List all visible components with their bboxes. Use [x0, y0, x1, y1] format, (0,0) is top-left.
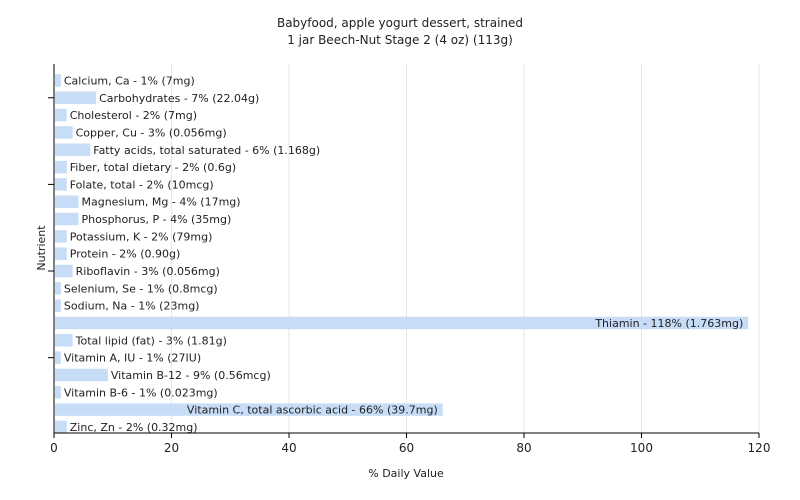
bar: [55, 143, 91, 156]
bar: [55, 334, 73, 347]
bar-label: Copper, Cu - 3% (0.056mg): [76, 126, 227, 139]
bar-label: Phosphorus, P - 4% (35mg): [82, 213, 232, 226]
bar-label: Vitamin C, total ascorbic acid - 66% (39…: [187, 404, 438, 417]
bar: [55, 74, 61, 87]
x-axis-label: % Daily Value: [368, 467, 444, 480]
bar: [55, 420, 67, 434]
bar-label: Potassium, K - 2% (79mg): [70, 230, 213, 243]
bar-label: Total lipid (fat) - 3% (1.81g): [75, 334, 227, 347]
bars: Calcium, Ca - 1% (7mg) Carbohydrates - 7%…: [55, 74, 749, 434]
bar: [55, 230, 67, 243]
bar: [55, 91, 97, 105]
bar: [55, 403, 443, 416]
bar-label: Sodium, Na - 1% (23mg): [64, 300, 200, 313]
bar-label: Vitamin B-6 - 1% (0.023mg): [64, 386, 218, 399]
y-axis-label: Nutrient: [35, 225, 48, 271]
x-tick-label: 100: [630, 441, 653, 455]
chart-subtitle: 1 jar Beech-Nut Stage 2 (4 oz) (113g): [287, 33, 513, 47]
bar-label: Selenium, Se - 1% (0.8mcg): [64, 282, 218, 295]
bar-label: Fatty acids, total saturated - 6% (1.168…: [93, 144, 320, 157]
x-tick-label: 120: [748, 441, 771, 455]
bar-label: Carbohydrates - 7% (22.04g): [99, 92, 259, 105]
bar: [55, 264, 73, 278]
bar-label: Vitamin B-12 - 9% (0.56mcg): [111, 369, 271, 382]
bar: [55, 368, 108, 382]
bar-label: Cholesterol - 2% (7mg): [70, 109, 197, 122]
bar-label: Thiamin - 118% (1.763mg): [594, 317, 743, 330]
bar: [55, 212, 79, 226]
bar: [55, 282, 61, 295]
bar: [55, 108, 67, 122]
bar: [55, 160, 67, 174]
x-tick-label: 20: [164, 441, 179, 455]
bar: [55, 178, 67, 191]
bar-label: Calcium, Ca - 1% (7mg): [64, 74, 195, 87]
bar-label: Riboflavin - 3% (0.056mg): [76, 265, 220, 278]
x-tick-label: 40: [281, 441, 296, 455]
bar: [55, 299, 61, 312]
bar: [55, 351, 61, 364]
bar: [55, 126, 73, 139]
bar: [55, 316, 749, 330]
bar-label: Folate, total - 2% (10mcg): [70, 178, 214, 191]
gridlines: [171, 64, 760, 433]
bar: [55, 247, 67, 260]
axes: 0 20 40 60 80 100 120: [48, 64, 770, 455]
bar-label: Protein - 2% (0.90g): [70, 248, 181, 261]
bar-label: Magnesium, Mg - 4% (17mg): [82, 196, 241, 209]
bar: [55, 195, 79, 208]
x-tick-label: 80: [516, 441, 531, 455]
x-tick-label: 60: [399, 441, 414, 455]
bar-label: Vitamin A, IU - 1% (27IU): [64, 352, 201, 365]
bar-label: Zinc, Zn - 2% (0.32mg): [70, 421, 198, 434]
chart-title: Babyfood, apple yogurt dessert, strained: [277, 16, 523, 30]
bar-label: Fiber, total dietary - 2% (0.6g): [70, 161, 236, 174]
bar: [55, 386, 61, 399]
x-tick-label: 0: [50, 441, 58, 455]
